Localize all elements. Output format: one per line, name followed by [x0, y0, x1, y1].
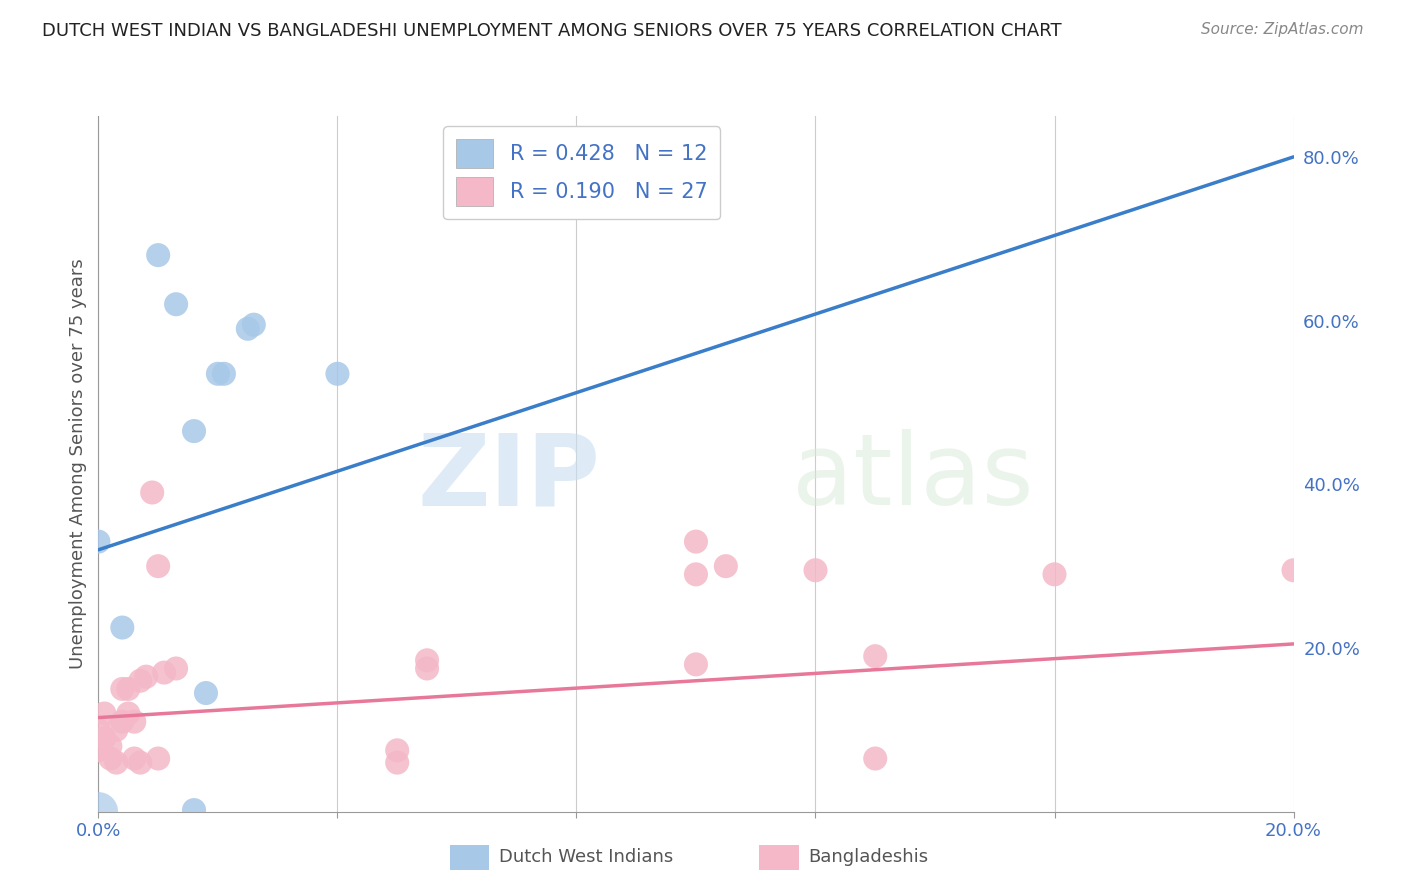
Point — [212, 367, 235, 381]
Point — [93, 706, 115, 721]
Point — [105, 723, 128, 737]
Point — [416, 653, 439, 667]
Point — [129, 756, 152, 770]
Point — [100, 751, 122, 765]
Point — [865, 649, 887, 664]
Point — [87, 805, 110, 819]
Text: Dutch West Indians: Dutch West Indians — [499, 848, 673, 866]
Point — [117, 681, 139, 696]
Point — [685, 657, 707, 672]
Point — [153, 665, 176, 680]
Point — [124, 751, 146, 765]
Text: Source: ZipAtlas.com: Source: ZipAtlas.com — [1201, 22, 1364, 37]
Point — [135, 670, 157, 684]
Point — [124, 714, 146, 729]
Point — [195, 686, 218, 700]
Point — [685, 534, 707, 549]
Point — [148, 751, 170, 765]
Point — [93, 731, 115, 745]
Point — [385, 756, 409, 770]
Point — [87, 723, 110, 737]
Text: atlas: atlas — [792, 429, 1033, 526]
Point — [165, 661, 187, 675]
Point — [148, 559, 170, 574]
Point — [326, 367, 349, 381]
Point — [714, 559, 737, 574]
Point — [243, 318, 266, 332]
Point — [111, 681, 134, 696]
Point — [105, 756, 128, 770]
Point — [100, 739, 122, 754]
Point — [1043, 567, 1066, 582]
Point — [129, 673, 152, 688]
Point — [236, 322, 259, 336]
Point — [117, 706, 139, 721]
Point — [183, 803, 205, 817]
Legend: R = 0.428   N = 12, R = 0.190   N = 27: R = 0.428 N = 12, R = 0.190 N = 27 — [443, 127, 720, 219]
Point — [207, 367, 229, 381]
Point — [141, 485, 163, 500]
Text: Bangladeshis: Bangladeshis — [808, 848, 928, 866]
Point — [865, 751, 887, 765]
Point — [804, 563, 827, 577]
Point — [87, 534, 110, 549]
Point — [111, 621, 134, 635]
Point — [1282, 563, 1305, 577]
Point — [685, 567, 707, 582]
Point — [385, 743, 409, 757]
Y-axis label: Unemployment Among Seniors over 75 years: Unemployment Among Seniors over 75 years — [69, 259, 87, 669]
Point — [87, 743, 110, 757]
Point — [183, 424, 205, 438]
Point — [165, 297, 187, 311]
Text: DUTCH WEST INDIAN VS BANGLADESHI UNEMPLOYMENT AMONG SENIORS OVER 75 YEARS CORREL: DUTCH WEST INDIAN VS BANGLADESHI UNEMPLO… — [42, 22, 1062, 40]
Point — [148, 248, 170, 262]
Text: ZIP: ZIP — [418, 429, 600, 526]
Point — [416, 661, 439, 675]
Point — [111, 714, 134, 729]
